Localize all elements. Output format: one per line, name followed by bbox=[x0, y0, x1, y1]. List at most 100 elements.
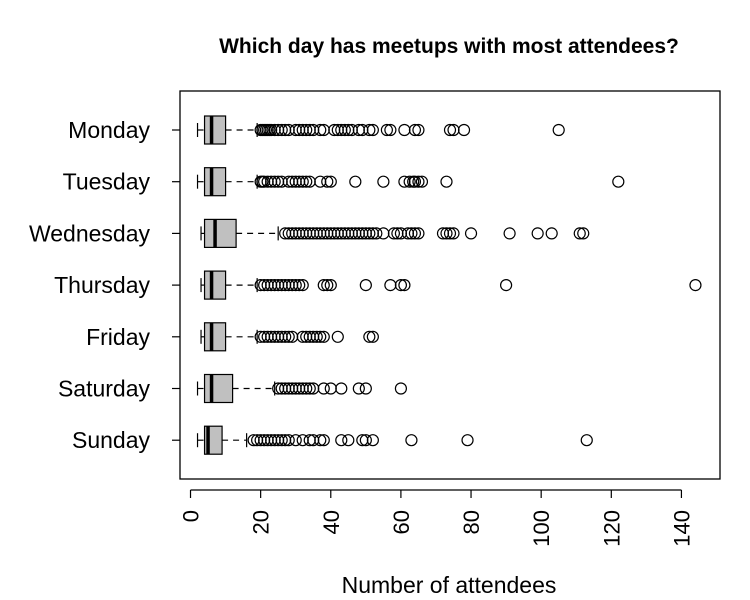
outlier-point bbox=[293, 279, 306, 292]
plot-frame bbox=[179, 90, 721, 480]
outlier-point bbox=[349, 175, 362, 188]
outlier-point bbox=[380, 123, 393, 137]
outlier-point bbox=[457, 123, 471, 137]
outlier-point bbox=[545, 227, 558, 240]
outlier-point bbox=[289, 434, 302, 447]
outlier-point bbox=[573, 227, 586, 240]
outlier-point bbox=[296, 175, 309, 188]
box-wednesday bbox=[200, 218, 590, 248]
iqr-box bbox=[203, 167, 227, 197]
outlier-point bbox=[412, 227, 425, 240]
iqr-box bbox=[203, 218, 237, 248]
outlier-point bbox=[377, 227, 390, 240]
outlier-point bbox=[408, 227, 422, 240]
outlier-point bbox=[531, 227, 544, 240]
outlier-point bbox=[503, 227, 516, 240]
outlier-point bbox=[335, 382, 348, 395]
box-friday bbox=[200, 322, 379, 352]
outlier-point bbox=[314, 434, 327, 447]
outlier-point bbox=[405, 434, 418, 447]
box-tuesday bbox=[196, 167, 625, 197]
outlier-point bbox=[282, 330, 295, 343]
outlier-point bbox=[275, 123, 288, 137]
outlier-point bbox=[443, 227, 457, 240]
x-tick-label: 140 bbox=[669, 510, 694, 547]
outlier-point bbox=[359, 279, 372, 292]
outlier-point bbox=[317, 434, 330, 447]
box-monday bbox=[196, 115, 565, 145]
outlier-point bbox=[398, 123, 411, 137]
category-labels: Monday Tuesday Wednesday Thursday Friday Satu… bbox=[29, 117, 180, 453]
outlier-point bbox=[384, 123, 397, 137]
outlier-point bbox=[363, 123, 376, 137]
x-tick-label: 0 bbox=[179, 510, 204, 522]
outlier-point bbox=[440, 227, 453, 240]
outlier-point bbox=[366, 123, 379, 137]
x-tick-label: 100 bbox=[529, 510, 554, 547]
outlier-point bbox=[300, 382, 313, 395]
outlier-point bbox=[363, 227, 376, 240]
x-tick-label: 60 bbox=[389, 510, 414, 534]
outlier-point bbox=[394, 382, 408, 395]
outlier-point bbox=[447, 227, 460, 240]
x-tick-label: 20 bbox=[249, 510, 274, 534]
outlier-point bbox=[440, 175, 453, 188]
x-axis: 0 20 40 60 80 100 120 140 bbox=[179, 489, 694, 547]
outlier-point bbox=[366, 434, 379, 447]
outlier-point bbox=[321, 279, 334, 292]
outlier-point bbox=[300, 123, 313, 137]
outlier-point bbox=[363, 330, 376, 343]
outlier-point bbox=[359, 434, 372, 447]
outlier-point bbox=[352, 382, 365, 395]
outlier-point bbox=[321, 175, 334, 188]
outlier-point bbox=[279, 330, 292, 343]
outlier-point bbox=[314, 123, 327, 137]
outlier-point bbox=[552, 123, 565, 137]
outlier-point bbox=[370, 227, 383, 240]
category-label-thursday: Thursday bbox=[54, 272, 150, 298]
outlier-point bbox=[577, 227, 590, 240]
outlier-point bbox=[317, 382, 330, 395]
iqr-box bbox=[203, 270, 227, 300]
outlier-point bbox=[387, 227, 400, 240]
outlier-point bbox=[612, 175, 625, 188]
outlier-point bbox=[408, 175, 422, 188]
outlier-point bbox=[384, 279, 397, 292]
boxes-layer bbox=[196, 115, 702, 455]
category-label-sunday: Sunday bbox=[72, 427, 151, 453]
outlier-point bbox=[394, 279, 408, 292]
box-sunday bbox=[196, 425, 593, 455]
category-label-wednesday: Wednesday bbox=[29, 220, 151, 246]
outlier-point bbox=[342, 434, 355, 447]
outlier-point bbox=[359, 382, 372, 395]
category-label-tuesday: Tuesday bbox=[63, 169, 151, 195]
outlier-point bbox=[408, 123, 422, 137]
outlier-point bbox=[500, 279, 513, 292]
category-label-friday: Friday bbox=[86, 324, 150, 350]
outlier-point bbox=[317, 330, 330, 343]
outlier-point bbox=[689, 279, 702, 292]
outlier-point bbox=[461, 434, 474, 447]
x-tick-label: 120 bbox=[599, 510, 624, 547]
category-label-monday: Monday bbox=[68, 117, 150, 143]
outlier-point bbox=[275, 434, 288, 447]
outlier-point bbox=[338, 123, 351, 137]
outlier-point bbox=[317, 279, 330, 292]
outlier-point bbox=[366, 330, 379, 343]
outlier-point bbox=[314, 330, 327, 343]
x-tick-label: 40 bbox=[319, 510, 344, 534]
outlier-point bbox=[412, 123, 425, 137]
outlier-point bbox=[331, 330, 344, 343]
outlier-point bbox=[310, 330, 323, 343]
iqr-box bbox=[203, 322, 227, 352]
outlier-point bbox=[415, 175, 429, 188]
outlier-point bbox=[405, 227, 418, 240]
outlier-point bbox=[443, 123, 457, 137]
outlier-point bbox=[324, 382, 337, 395]
outlier-point bbox=[282, 434, 295, 447]
outlier-point bbox=[335, 434, 348, 447]
outlier-point bbox=[403, 175, 416, 188]
chart-title: Which day has meetups with most attendee… bbox=[219, 35, 679, 58]
iqr-box bbox=[203, 373, 234, 404]
